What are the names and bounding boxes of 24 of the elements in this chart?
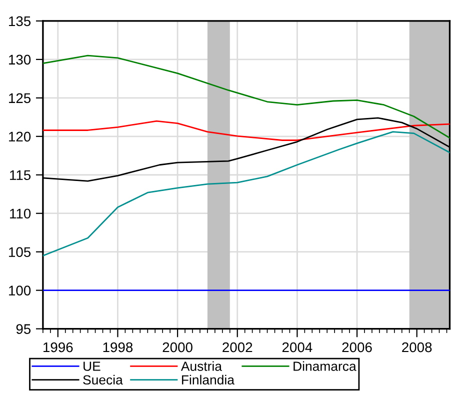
y-tick-label: 130 — [9, 54, 31, 65]
y-tick-label: 135 — [9, 16, 31, 26]
y-tick-label: 115 — [10, 170, 31, 180]
x-tick-label: 2006 — [342, 342, 372, 352]
legend-label: Austria — [180, 361, 222, 371]
y-tick-label: 125 — [9, 93, 31, 104]
legend-label: Finlandia — [182, 374, 234, 385]
line-series — [42, 131, 450, 256]
y-tick-label: 110 — [10, 208, 31, 219]
line-series — [42, 54, 450, 139]
x-tick-label: 2000 — [162, 342, 192, 352]
x-tick-label: 1996 — [44, 342, 73, 352]
y-tick-label: 120 — [9, 132, 31, 142]
x-tick-label: 2002 — [222, 342, 252, 352]
y-tick-label: 105 — [9, 247, 31, 258]
legend-label: UE — [84, 362, 100, 371]
x-tick-label: 2004 — [282, 342, 312, 352]
x-tick-label: 2008 — [402, 342, 432, 352]
y-tick-label: 100 — [9, 286, 31, 296]
y-tick-label: 95 — [16, 324, 31, 334]
legend-label: Dinamarca — [294, 361, 356, 371]
x-tick-label: 1998 — [103, 342, 133, 352]
legend-label: Suecia — [83, 374, 123, 385]
line-series — [42, 120, 450, 141]
